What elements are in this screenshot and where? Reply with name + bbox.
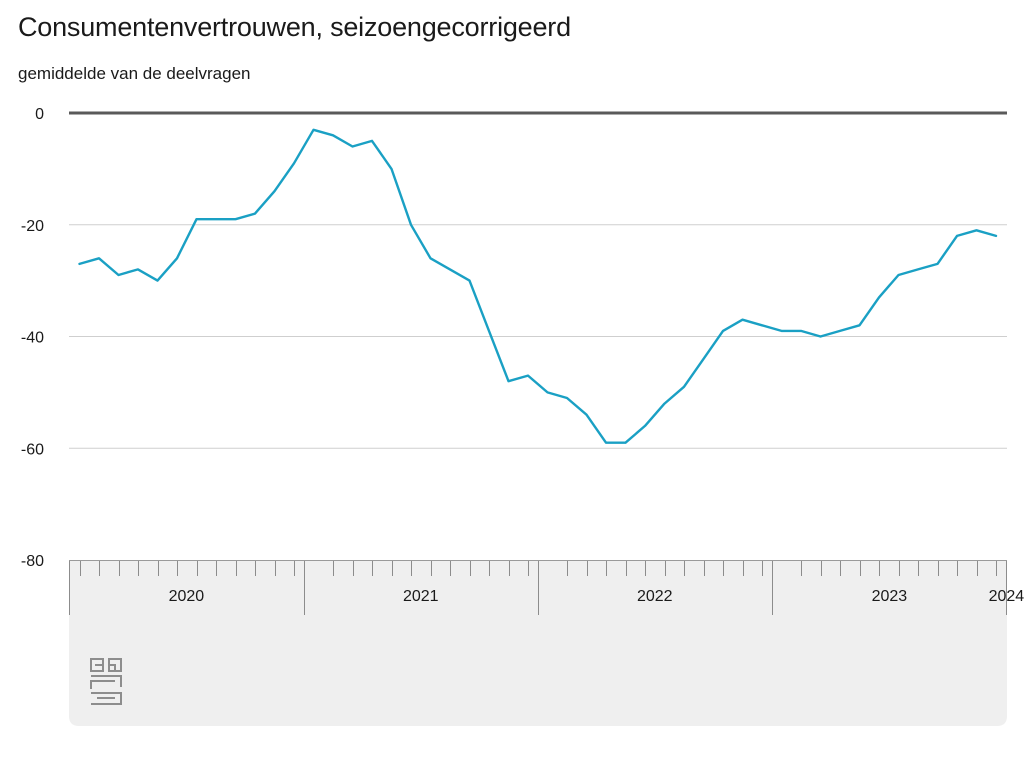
y-tick-label: -20: [21, 218, 44, 235]
data-point[interactable]: [855, 320, 865, 330]
chart-title: Consumentenvertrouwen, seizoengecorrigee…: [18, 12, 571, 42]
data-point[interactable]: [250, 209, 260, 219]
y-tick-label: 0: [35, 106, 44, 123]
x-tick-label: 2021: [403, 588, 439, 605]
chart-subtitle: gemiddelde van de deelvragen: [18, 64, 251, 83]
series-line: [78, 128, 998, 444]
data-point[interactable]: [991, 231, 1001, 241]
x-axis-ticks: [69, 561, 1007, 615]
data-point[interactable]: [952, 231, 962, 241]
x-tick-label: 2020: [169, 588, 205, 605]
x-tick-label: 2022: [637, 588, 673, 605]
data-point[interactable]: [640, 421, 650, 431]
data-point[interactable]: [621, 438, 631, 448]
data-point[interactable]: [504, 376, 514, 386]
data-point[interactable]: [270, 186, 280, 196]
data-point[interactable]: [523, 371, 533, 381]
data-point[interactable]: [309, 125, 319, 135]
data-point[interactable]: [562, 393, 572, 403]
data-point[interactable]: [387, 164, 397, 174]
data-point[interactable]: [172, 253, 182, 263]
x-tick-label: 2023: [872, 588, 908, 605]
data-point[interactable]: [426, 253, 436, 263]
data-point[interactable]: [874, 292, 884, 302]
data-point[interactable]: [777, 326, 787, 336]
data-point[interactable]: [328, 130, 338, 140]
data-point[interactable]: [933, 259, 943, 269]
data-point[interactable]: [465, 276, 475, 286]
data-point[interactable]: [699, 354, 709, 364]
data-point[interactable]: [894, 270, 904, 280]
data-point[interactable]: [660, 399, 670, 409]
data-point[interactable]: [543, 387, 553, 397]
data-point[interactable]: [816, 332, 826, 342]
data-point[interactable]: [348, 142, 358, 152]
series-group: [75, 125, 1001, 448]
x-tick-label: 2024: [989, 588, 1024, 605]
data-point[interactable]: [718, 326, 728, 336]
data-point[interactable]: [289, 158, 299, 168]
data-point[interactable]: [406, 220, 416, 230]
data-point[interactable]: [114, 270, 124, 280]
cbs-logo: [90, 658, 122, 705]
data-point[interactable]: [835, 326, 845, 336]
data-point[interactable]: [94, 253, 104, 263]
y-tick-label: -80: [21, 553, 44, 570]
data-point[interactable]: [75, 259, 85, 269]
x-axis-labels: 2020 2021 2022 2023 2024: [169, 588, 1024, 605]
data-point[interactable]: [679, 382, 689, 392]
data-point[interactable]: [211, 214, 221, 224]
data-point[interactable]: [796, 326, 806, 336]
data-point[interactable]: [913, 264, 923, 274]
data-point[interactable]: [738, 315, 748, 325]
data-point[interactable]: [972, 225, 982, 235]
data-point[interactable]: [484, 326, 494, 336]
data-point[interactable]: [231, 214, 241, 224]
data-point[interactable]: [445, 264, 455, 274]
y-tick-label: -40: [21, 330, 44, 347]
data-point[interactable]: [601, 438, 611, 448]
data-point[interactable]: [192, 214, 202, 224]
data-point[interactable]: [582, 410, 592, 420]
y-axis: 0 -20 -40 -60 -80: [21, 106, 44, 570]
data-point[interactable]: [153, 276, 163, 286]
data-point[interactable]: [367, 136, 377, 146]
data-point[interactable]: [757, 320, 767, 330]
data-point[interactable]: [133, 264, 143, 274]
gridlines: [69, 111, 1007, 449]
y-tick-label: -60: [21, 441, 44, 458]
